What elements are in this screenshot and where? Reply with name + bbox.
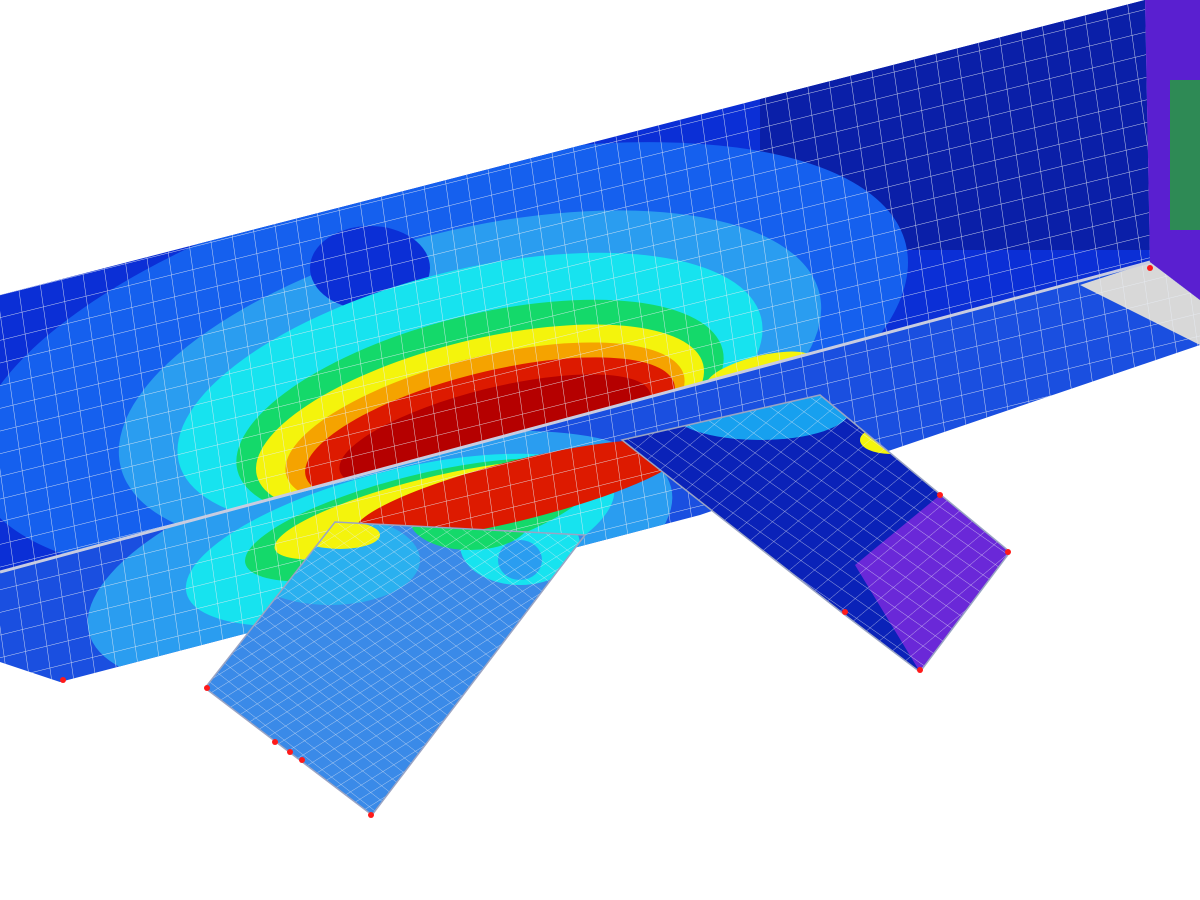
support-points <box>60 265 1153 818</box>
beam-end <box>1145 0 1200 300</box>
